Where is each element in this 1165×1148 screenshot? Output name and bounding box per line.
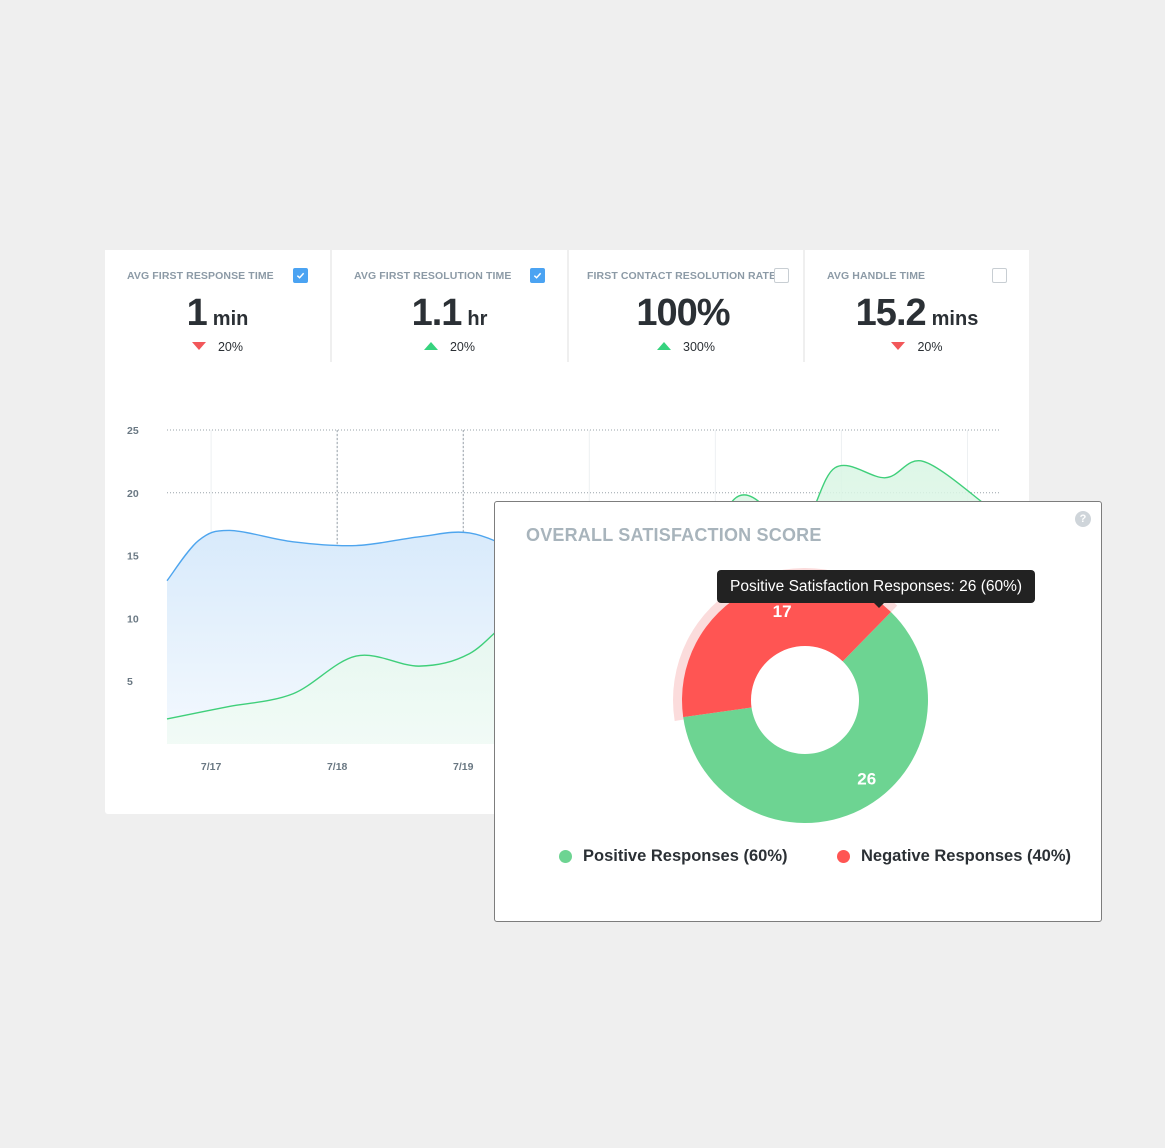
kpi-value: 15.2 mins [855, 292, 979, 334]
kpi-label: AVG FIRST RESOLUTION TIME [354, 270, 512, 282]
trend-down-icon [891, 342, 906, 350]
legend-dot-negative [837, 850, 850, 863]
x-tick-label: 7/19 [453, 761, 474, 773]
kpi-value: 100% [636, 292, 730, 334]
y-tick-label: 15 [127, 551, 139, 563]
x-tick-label: 7/17 [201, 761, 222, 773]
kpi-change: 20% [332, 340, 567, 354]
card-title: OVERALL SATISFACTION SCORE [526, 525, 822, 545]
y-tick-label: 5 [127, 676, 133, 688]
kpi-label: AVG FIRST RESPONSE TIME [127, 270, 274, 282]
slice-positive[interactable] [683, 612, 928, 823]
trend-up-icon [657, 342, 671, 350]
trend-down-icon [191, 342, 206, 350]
kpi-checkbox[interactable] [293, 268, 308, 283]
kpi-change: 20% [105, 340, 330, 354]
satisfaction-score-card: OVERALL SATISFACTION SCORE ? 26 17 Positi… [494, 501, 1102, 922]
donut-chart: 26 17 [673, 568, 928, 823]
slice-label-positive: 26 [857, 770, 876, 789]
y-tick-label: 10 [127, 613, 139, 625]
kpi-card-avg-first-response-time[interactable]: AVG FIRST RESPONSE TIME 1 min 20% [105, 250, 330, 362]
kpi-row: AVG FIRST RESPONSE TIME 1 min 20% AVG FIR… [105, 250, 1029, 362]
kpi-checkbox[interactable] [774, 268, 789, 283]
kpi-value: 1 min [186, 292, 249, 334]
legend-label: Positive Responses (60%) [583, 847, 788, 865]
trend-up-icon [423, 342, 438, 350]
kpi-card-avg-first-resolution-time[interactable]: AVG FIRST RESOLUTION TIME 1.1 hr 20% [332, 250, 567, 362]
y-tick-label: 25 [127, 425, 139, 437]
question-icon[interactable]: ? [1075, 511, 1091, 527]
checkmark-icon [296, 272, 305, 279]
checkmark-icon [533, 272, 542, 279]
x-tick-label: 7/18 [327, 761, 348, 773]
kpi-checkbox[interactable] [992, 268, 1007, 283]
kpi-checkbox[interactable] [530, 268, 545, 283]
y-tick-label: 20 [127, 488, 139, 500]
kpi-card-avg-handle-time[interactable]: AVG HANDLE TIME 15.2 mins 20% [805, 250, 1029, 362]
kpi-change: 20% [805, 340, 1029, 354]
chart-tooltip: Positive Satisfaction Responses: 26 (60%… [717, 570, 1036, 603]
kpi-label: AVG HANDLE TIME [827, 270, 926, 282]
kpi-value: 1.1 hr [411, 292, 488, 334]
kpi-card-first-contact-resolution-rate[interactable]: FIRST CONTACT RESOLUTION RATE 100% 300% [569, 250, 803, 362]
tooltip-arrow [873, 602, 885, 608]
kpi-change: 300% [569, 340, 803, 354]
legend-label: Negative Responses (40%) [861, 847, 1071, 865]
kpi-label: FIRST CONTACT RESOLUTION RATE [587, 270, 777, 282]
slice-negative[interactable] [682, 577, 891, 718]
legend-item-positive[interactable]: Positive Responses (60%) [559, 847, 788, 866]
slice-label-negative: 17 [773, 602, 792, 621]
legend-item-negative[interactable]: Negative Responses (40%) [837, 847, 1071, 866]
legend-dot-positive [559, 850, 572, 863]
